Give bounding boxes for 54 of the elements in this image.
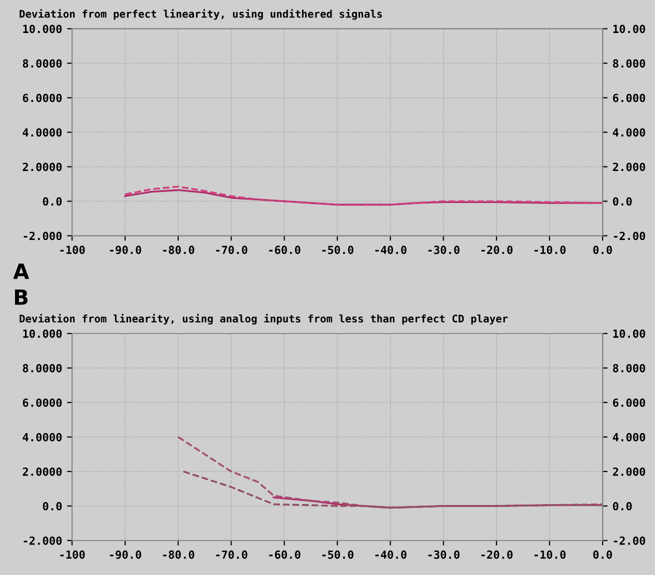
y-tick-label: 6.0000: [22, 94, 62, 102]
x-tick-label: -80.0: [163, 550, 194, 559]
y2-tick-label: 6.000: [613, 94, 646, 102]
y2-tick-label: 4.000: [612, 432, 646, 442]
y-tick-label: 0.0: [42, 197, 62, 206]
x-tick-label: -50.0: [322, 246, 354, 254]
x-tick-label: 0.0: [593, 246, 612, 254]
y2-tick-label: 2.000: [612, 467, 646, 476]
x-tick-label: -90.0: [110, 246, 142, 254]
y-tick-label: 2.0000: [22, 467, 62, 476]
x-tick-label: -90.0: [110, 550, 142, 559]
x-tick-label: -100: [60, 246, 85, 254]
x-tick-label: -70.0: [216, 550, 248, 559]
x-tick-label: -70.0: [216, 246, 248, 254]
y-tick-label: 0.0: [42, 502, 62, 510]
x-tick-label: -20.0: [481, 246, 513, 254]
x-tick-label: -60.0: [269, 550, 300, 559]
x-tick-label: -20.0: [481, 550, 513, 559]
y-tick-label: 10.000: [23, 24, 62, 34]
y2-tick-label: 6.000: [613, 398, 646, 407]
y-tick-label: -2.000: [24, 232, 62, 240]
x-tick-label: -40.0: [375, 246, 406, 254]
y2-tick-label: 8.000: [613, 59, 646, 68]
x-tick-label: -30.0: [428, 550, 460, 559]
y2-tick-label: 8.000: [613, 364, 646, 372]
y-tick-label: 8.0000: [22, 364, 62, 372]
y2-tick-label: 10.00: [613, 24, 646, 34]
text: B: [15, 290, 28, 305]
y2-tick-label: 2.000: [612, 162, 646, 172]
y-tick-label: 8.0000: [22, 59, 62, 68]
y-tick-label: 4.0000: [22, 432, 62, 442]
y2-tick-label: 0.0: [612, 197, 632, 206]
x-tick-label: -100: [60, 550, 85, 559]
y-tick-label: 10.000: [23, 329, 62, 338]
y-tick-label: 6.0000: [22, 398, 62, 407]
x-tick-label: -30.0: [428, 246, 460, 254]
x-tick-label: -60.0: [269, 246, 300, 254]
chart-title: Deviation from perfect linearity, using undithered signals: [20, 9, 382, 20]
x-tick-label: -50.0: [322, 550, 354, 559]
y-tick-label: 4.0000: [22, 128, 62, 137]
x-tick-label: -10.0: [534, 550, 566, 559]
y2-tick-label: -2.00: [614, 536, 646, 545]
y-tick-label: 2.0000: [22, 162, 62, 172]
x-tick-label: -80.0: [163, 246, 194, 254]
y-tick-label: -2.000: [24, 536, 62, 545]
y2-tick-label: -2.00: [614, 232, 646, 240]
text: A: [13, 264, 30, 279]
x-tick-label: -40.0: [375, 550, 406, 559]
y2-tick-label: 10.00: [613, 329, 646, 338]
x-tick-label: -10.0: [534, 246, 566, 254]
y2-tick-label: 4.000: [612, 128, 646, 137]
y2-tick-label: 0.0: [612, 502, 632, 510]
x-tick-label: 0.0: [593, 550, 612, 559]
chart-title: Deviation from linearity, using analog inputs from less than perfect CD player: [20, 314, 508, 325]
